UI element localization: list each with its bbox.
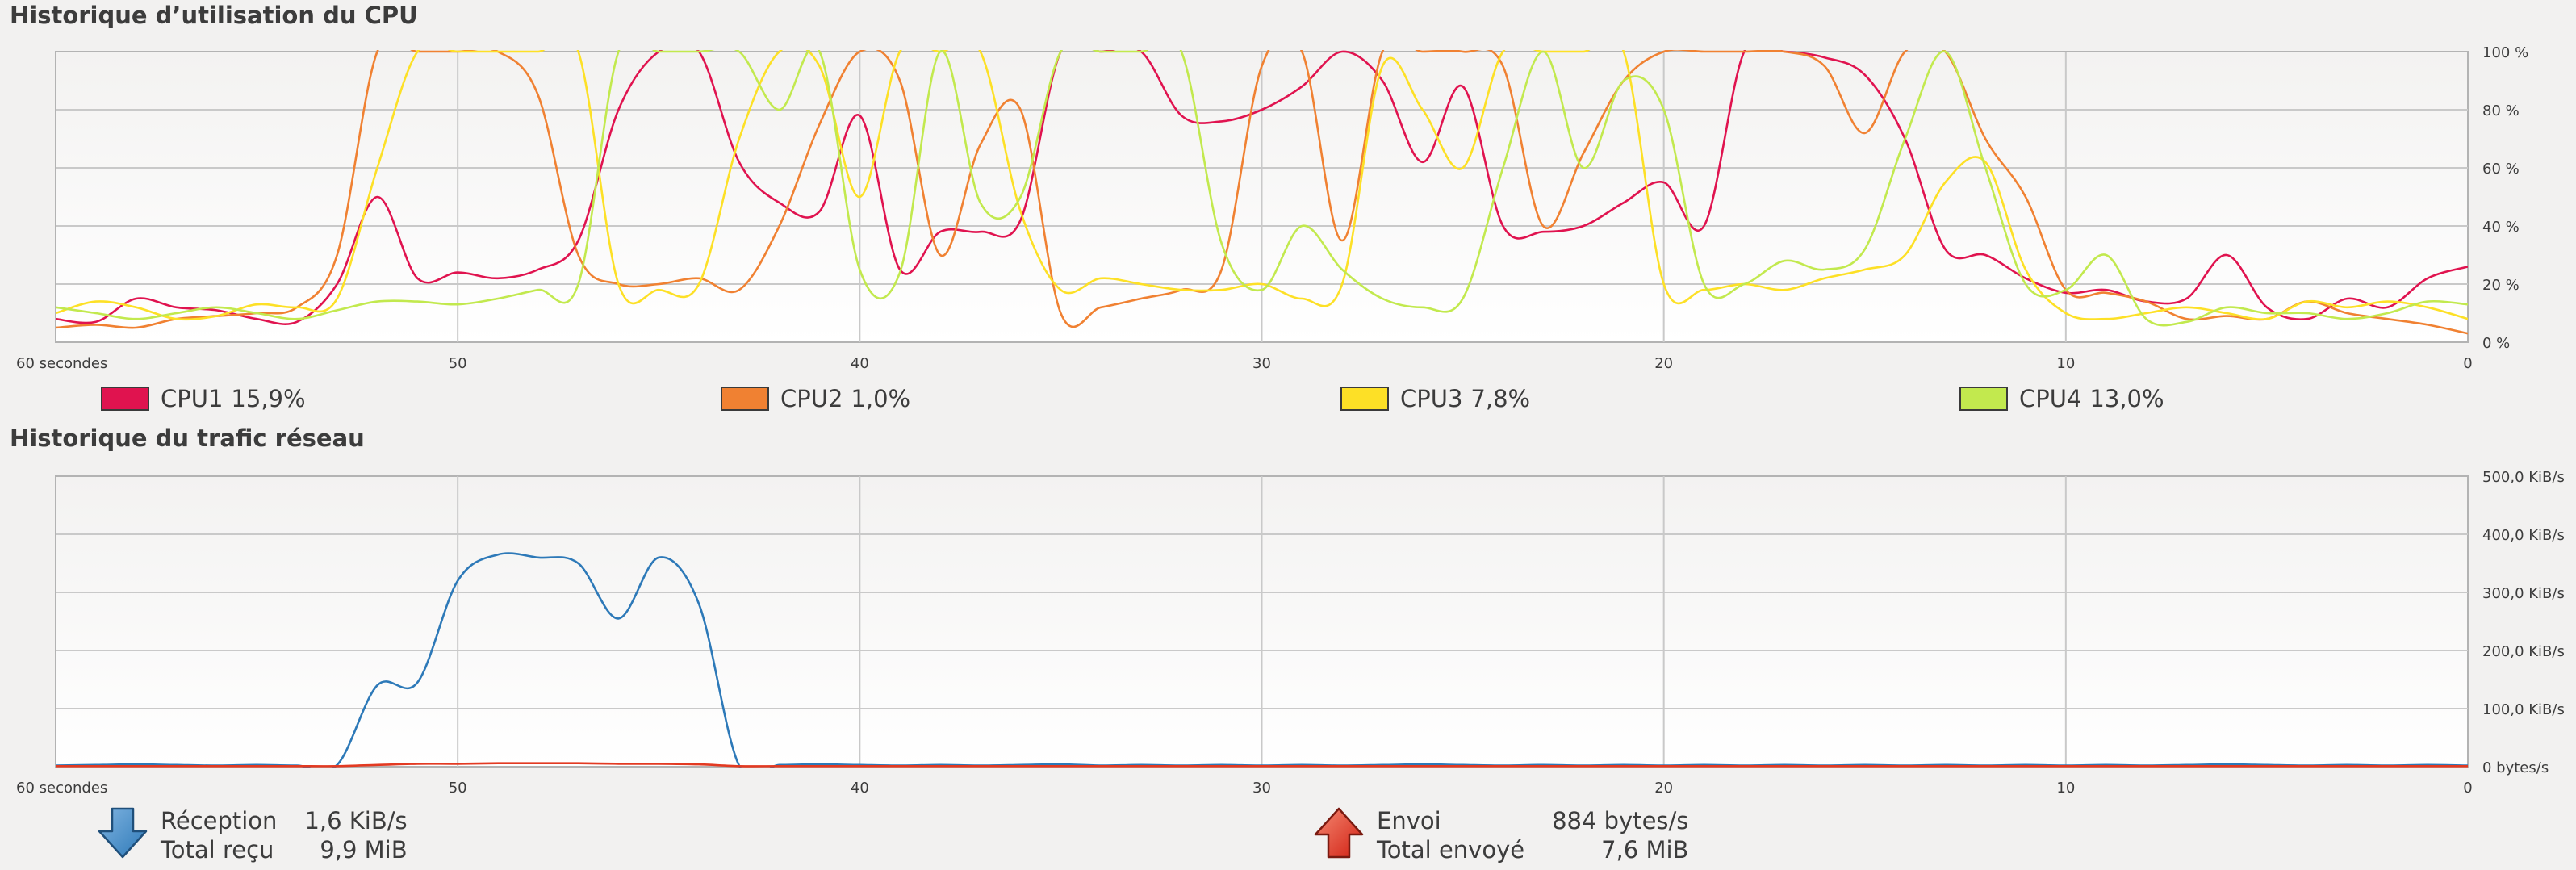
cpu-series-line-cpu2 [56,50,2468,335]
cpu-y-tick-label: 20 % [2482,277,2520,294]
net-x-start-label: 60 secondes [16,780,107,797]
net-y-tick-label: 400,0 KiB/s [2482,527,2565,544]
cpu3-value: 7,8% [1470,385,1531,412]
legend-cpu1: CPU1 15,9% [101,384,306,413]
cpu-x-tick-label: 10 [2056,355,2075,372]
receive-label: Réception [161,807,278,834]
receive-rate: 1,6 KiB/s [304,807,408,834]
cpu3-color-swatch[interactable] [1340,387,1389,411]
cpu4-value: 13,0% [2089,385,2164,412]
cpu-series-line-cpu3 [56,50,2468,321]
net-x-tick-label: 10 [2056,780,2075,797]
cpu-y-tick-label: 100 % [2482,44,2528,61]
network-receive-block: Réception 1,6 KiB/s Total reçu 9,9 MiB [98,807,408,864]
cpu4-color-swatch[interactable] [1959,387,2008,411]
net-y-tick-label: 500,0 KiB/s [2482,469,2565,486]
cpu-x-tick-label: 50 [449,355,467,372]
net-x-tick-label: 40 [851,780,869,797]
net-y-tick-label: 300,0 KiB/s [2482,585,2565,602]
network-history-chart: 500,0 KiB/s 400,0 KiB/s 300,0 KiB/s 200,0 K… [16,469,2565,797]
cpu-history-chart: 100 % 80 % 60 % 40 % 20 % 0 % 50 40 30 20 10 0 60 se… [16,44,2528,372]
send-label: Envoi [1377,807,1441,834]
send-rate: 884 bytes/s [1552,807,1689,834]
cpu3-label: CPU3 [1400,385,1463,412]
cpu2-color-swatch[interactable] [721,387,769,411]
network-send-block: Envoi 884 bytes/s Total envoyé 7,6 MiB [1314,807,1688,864]
cpu4-label: CPU4 [2019,385,2082,412]
cpu-x-start-label: 60 secondes [16,355,107,372]
total-received-value: 9,9 MiB [320,836,408,864]
total-sent-label: Total envoyé [1377,836,1525,864]
net-y-tick-label: 100,0 KiB/s [2482,701,2565,718]
cpu1-color-swatch[interactable] [101,387,149,411]
legend-cpu2: CPU2 1,0% [721,384,910,413]
cpu-y-tick-label: 60 % [2482,161,2520,178]
cpu2-value: 1,0% [851,385,911,412]
cpu-series-line-cpu4 [56,50,2468,327]
cpu-y-tick-label: 0 % [2482,335,2510,352]
cpu-x-tick-label: 0 [2463,355,2472,372]
cpu1-label: CPU1 [161,385,224,412]
cpu1-value: 15,9% [231,385,306,412]
arrow-up-icon[interactable] [1314,807,1364,859]
legend-cpu4: CPU4 13,0% [1959,384,2164,413]
cpu2-label: CPU2 [780,385,843,412]
cpu-history-title: Historique d’utilisation du CPU [10,2,418,29]
net-x-tick-label: 30 [1252,780,1271,797]
cpu-y-tick-label: 40 % [2482,219,2520,236]
net-series-line-envoi [56,762,2468,768]
net-x-tick-label: 20 [1654,780,1673,797]
legend-cpu3: CPU3 7,8% [1340,384,1530,413]
net-x-tick-label: 0 [2463,780,2472,797]
total-sent-value: 7,6 MiB [1601,836,1689,864]
cpu-x-tick-label: 20 [1654,355,1673,372]
net-y-tick-label: 200,0 KiB/s [2482,643,2565,660]
total-received-label: Total reçu [161,836,274,864]
cpu-y-tick-label: 80 % [2482,102,2520,119]
net-y-tick-label: 0 bytes/s [2482,759,2549,776]
cpu-x-tick-label: 30 [1252,355,1271,372]
cpu-x-tick-label: 40 [851,355,869,372]
arrow-down-icon[interactable] [98,807,148,859]
net-x-tick-label: 50 [449,780,467,797]
network-history-title: Historique du trafic réseau [10,425,365,452]
